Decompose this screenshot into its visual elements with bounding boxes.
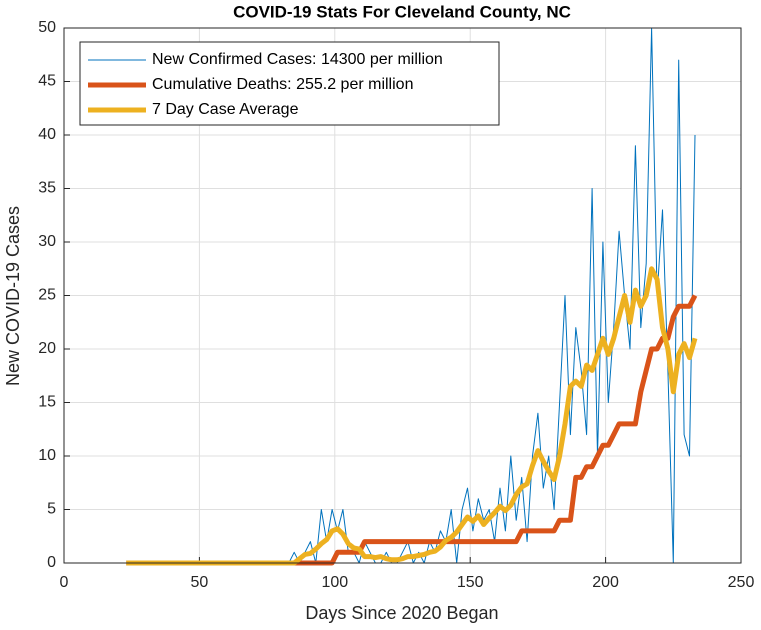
y-tick-label: 50 (38, 19, 56, 36)
x-tick-label: 200 (592, 574, 619, 591)
x-tick-label: 50 (191, 574, 209, 591)
x-tick-label: 100 (321, 574, 348, 591)
legend-label: New Confirmed Cases: 14300 per million (152, 51, 443, 68)
y-tick-label: 40 (38, 126, 56, 143)
legend-label: Cumulative Deaths: 255.2 per million (152, 76, 413, 93)
y-tick-label: 20 (38, 340, 56, 357)
y-axis-label: New COVID-19 Cases (3, 206, 23, 386)
y-tick-label: 10 (38, 447, 56, 464)
chart-title: COVID-19 Stats For Cleveland County, NC (233, 2, 571, 21)
legend: New Confirmed Cases: 14300 per million Cu… (79, 41, 500, 126)
legend-label: 7 Day Case Average (152, 101, 299, 118)
y-tick-label: 30 (38, 233, 56, 250)
y-tick-label: 25 (38, 287, 56, 304)
x-axis-label: Days Since 2020 Began (305, 603, 498, 623)
x-tick-label: 150 (457, 574, 484, 591)
y-tick-label: 45 (38, 73, 56, 90)
y-tick-label: 15 (38, 394, 56, 411)
x-tick-label: 0 (60, 574, 69, 591)
y-tick-label: 0 (47, 554, 56, 571)
y-tick-label: 5 (47, 501, 56, 518)
x-tick-label: 250 (728, 574, 755, 591)
y-tick-label: 35 (38, 180, 56, 197)
axes-box (63, 27, 742, 564)
legend-box (79, 41, 500, 126)
